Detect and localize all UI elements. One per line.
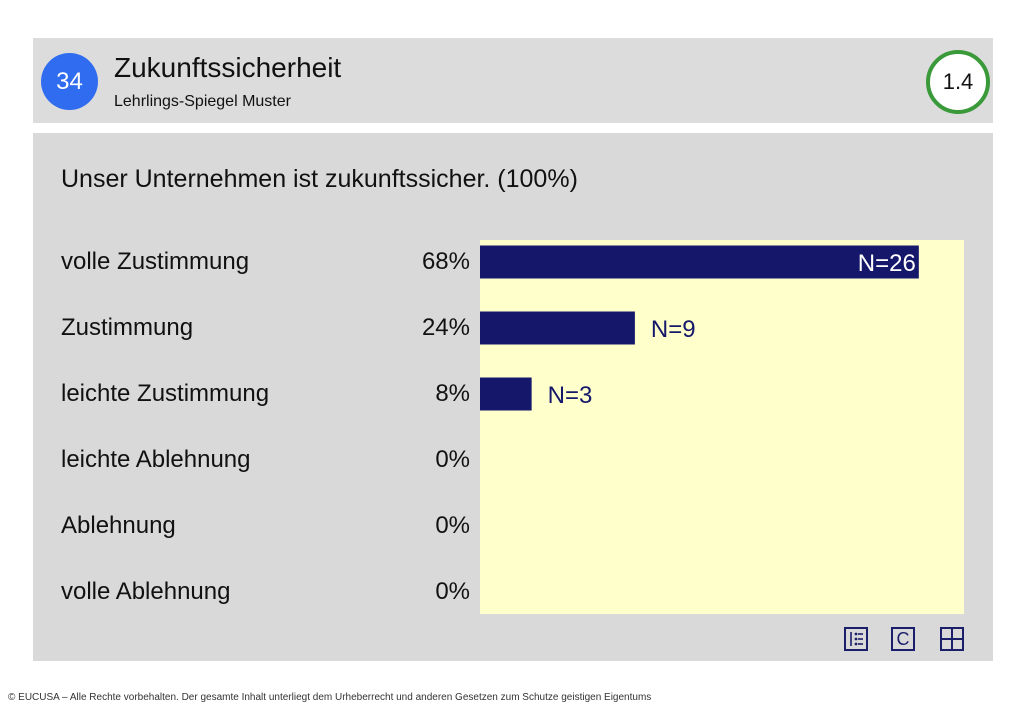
bar-data-label: N=26	[858, 250, 916, 277]
bar	[480, 377, 532, 411]
row-label: leichte Ablehnung	[61, 446, 251, 473]
row-label: Ablehnung	[61, 512, 176, 539]
row-label: volle Zustimmung	[61, 248, 250, 275]
list-icon[interactable]	[844, 627, 868, 651]
row-label: volle Ablehnung	[61, 578, 231, 605]
row-percent: 24%	[421, 314, 470, 341]
page-title: Zukunftssicherheit	[114, 52, 342, 83]
row-percent: 0%	[435, 446, 470, 473]
plot-area	[480, 240, 964, 614]
row-percent: 0%	[435, 512, 470, 539]
bar	[480, 311, 635, 345]
bar-data-label: N=9	[651, 316, 696, 343]
header-band	[33, 38, 993, 123]
page-number-badge: 34	[41, 53, 98, 110]
question-text: Unser Unternehmen ist zukunftssicher. (1…	[61, 165, 578, 193]
bar-chart: N=26 N=9 N=3	[480, 240, 964, 614]
row-label: leichte Zustimmung	[61, 380, 270, 407]
version-badge: 1.4	[926, 50, 990, 114]
row-label: Zustimmung	[61, 314, 194, 341]
grid-icon[interactable]	[940, 627, 964, 651]
bar	[480, 245, 919, 279]
row-percent: 68%	[421, 248, 470, 275]
copyright-footer: © EUCUSA – Alle Rechte vorbehalten. Der …	[8, 692, 652, 703]
row-percent: 0%	[435, 578, 470, 605]
page-subtitle: Lehrlings-Spiegel Muster	[114, 93, 291, 110]
copyright-icon[interactable]: C	[891, 627, 915, 651]
row-percent: 8%	[435, 380, 470, 407]
bar-data-label: N=3	[548, 382, 593, 409]
